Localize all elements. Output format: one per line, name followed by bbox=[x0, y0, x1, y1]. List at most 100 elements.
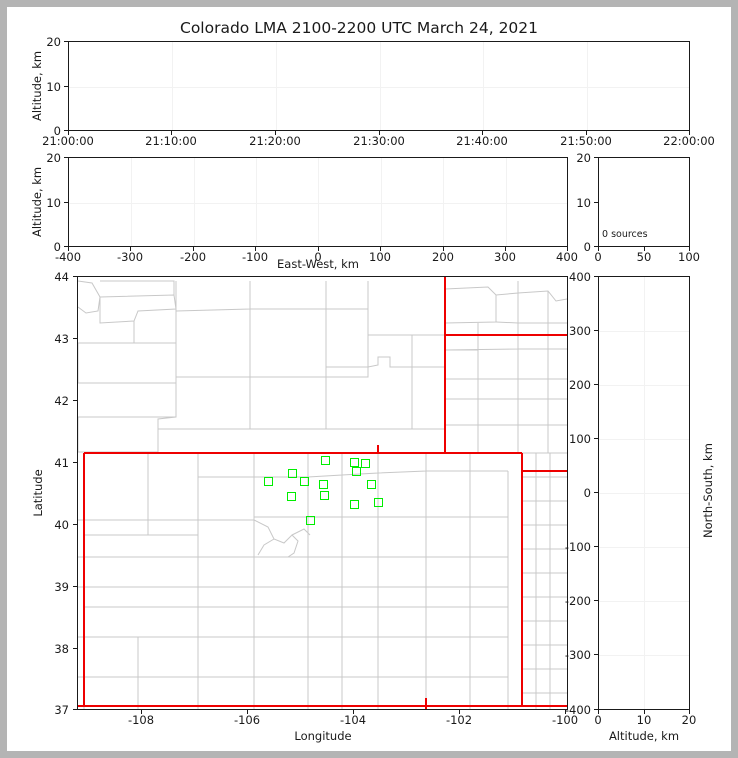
ytick-label: 44 bbox=[54, 270, 69, 284]
gridline bbox=[483, 42, 484, 130]
lma-station-marker bbox=[288, 469, 297, 478]
xtick-label: 21:40:00 bbox=[456, 134, 508, 148]
gridline bbox=[443, 158, 444, 246]
page-title: Colorado LMA 2100-2200 UTC March 24, 202… bbox=[180, 19, 539, 37]
xtick-label: 300 bbox=[494, 250, 516, 264]
xtick-label: 200 bbox=[432, 250, 454, 264]
gridline bbox=[69, 87, 689, 88]
ytick-label: 43 bbox=[54, 332, 69, 346]
tick bbox=[459, 710, 460, 714]
east-west-altitude-panel[interactable] bbox=[68, 157, 568, 247]
tick bbox=[565, 710, 566, 714]
xtick-label: 10 bbox=[636, 713, 652, 727]
ytick-label: 37 bbox=[54, 703, 69, 717]
tick bbox=[130, 247, 131, 251]
tick bbox=[594, 246, 598, 247]
tick bbox=[482, 131, 483, 135]
tick bbox=[594, 384, 598, 385]
tick bbox=[598, 247, 599, 251]
tick bbox=[586, 131, 587, 135]
tick bbox=[73, 709, 77, 710]
tick bbox=[247, 710, 248, 714]
tick bbox=[318, 247, 319, 251]
lma-station-marker bbox=[320, 491, 329, 500]
map-panel[interactable] bbox=[77, 276, 568, 710]
tick bbox=[64, 246, 68, 247]
ytick-label: 0 bbox=[53, 124, 61, 138]
tick bbox=[73, 648, 77, 649]
tick bbox=[73, 586, 77, 587]
tick bbox=[505, 247, 506, 251]
lma-station-marker bbox=[300, 477, 309, 486]
tick bbox=[644, 710, 645, 714]
axis-label-east-west: East-West, km bbox=[277, 257, 359, 271]
axis-label-north-south: North-South, km bbox=[701, 443, 715, 538]
xtick-label: 100 bbox=[678, 250, 700, 264]
tick bbox=[73, 462, 77, 463]
tick bbox=[594, 330, 598, 331]
ytick-label: 20 bbox=[576, 151, 591, 165]
tick bbox=[594, 492, 598, 493]
tick bbox=[594, 157, 598, 158]
tick bbox=[594, 276, 598, 277]
xtick-label: 21:10:00 bbox=[145, 134, 197, 148]
xtick-label: 400 bbox=[556, 250, 578, 264]
tick bbox=[64, 157, 68, 158]
tick bbox=[567, 247, 568, 251]
ytick-label: 100 bbox=[569, 432, 591, 446]
xtick-label: 0 bbox=[314, 250, 322, 264]
tick bbox=[68, 247, 69, 251]
xtick-label: 21:50:00 bbox=[560, 134, 612, 148]
lma-station-marker bbox=[287, 492, 296, 501]
figure-canvas: Colorado LMA 2100-2200 UTC March 24, 202… bbox=[7, 7, 731, 751]
gridline bbox=[256, 158, 257, 246]
gridline bbox=[587, 42, 588, 130]
gridline bbox=[506, 158, 507, 246]
tick bbox=[594, 709, 598, 710]
tick bbox=[171, 131, 172, 135]
tick bbox=[380, 247, 381, 251]
gridline bbox=[318, 158, 319, 246]
tick bbox=[68, 131, 69, 135]
source-histogram-panel[interactable] bbox=[598, 157, 690, 247]
map-geometry bbox=[78, 277, 567, 709]
xtick-label: -104 bbox=[339, 713, 367, 727]
tick bbox=[353, 710, 354, 714]
tick bbox=[193, 247, 194, 251]
lma-station-marker bbox=[264, 477, 273, 486]
ytick-label: 0 bbox=[583, 240, 591, 254]
ytick-label: 38 bbox=[54, 642, 69, 656]
lma-station-marker bbox=[361, 459, 370, 468]
xtick-label: 0 bbox=[594, 250, 602, 264]
ytick-label: 40 bbox=[54, 518, 69, 532]
xtick-label: 50 bbox=[636, 250, 652, 264]
axis-label-altitude: Altitude, km bbox=[30, 166, 44, 237]
ytick-label: 300 bbox=[569, 324, 591, 338]
lma-station-marker bbox=[306, 516, 315, 525]
tick bbox=[443, 247, 444, 251]
tick bbox=[644, 247, 645, 251]
ytick-label: 200 bbox=[569, 378, 591, 392]
tick bbox=[73, 338, 77, 339]
ytick-label: 10 bbox=[576, 196, 591, 210]
tick bbox=[73, 524, 77, 525]
gridline bbox=[131, 158, 132, 246]
ytick-label: 400 bbox=[569, 270, 591, 284]
xtick-label: -100 bbox=[551, 713, 579, 727]
tick bbox=[594, 600, 598, 601]
ytick-label: 0 bbox=[583, 486, 591, 500]
tick bbox=[64, 202, 68, 203]
gridline bbox=[381, 158, 382, 246]
time-height-panel[interactable] bbox=[68, 41, 690, 131]
xtick-label: 0 bbox=[594, 713, 602, 727]
tick bbox=[64, 130, 68, 131]
tick bbox=[73, 276, 77, 277]
north-south-altitude-panel[interactable] bbox=[598, 276, 690, 710]
tick bbox=[594, 202, 598, 203]
tick bbox=[379, 131, 380, 135]
xtick-label: 21:30:00 bbox=[353, 134, 405, 148]
lma-station-marker bbox=[321, 456, 330, 465]
ytick-label: -200 bbox=[564, 594, 591, 608]
tick bbox=[594, 546, 598, 547]
source-count-annotation: 0 sources bbox=[602, 229, 648, 240]
